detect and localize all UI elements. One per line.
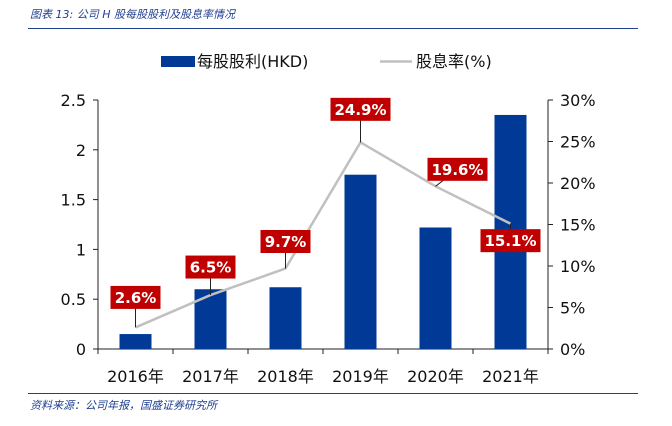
right-tick-label: 5% <box>560 299 585 318</box>
x-tick-label: 2021年 <box>482 367 539 386</box>
left-tick-label: 2 <box>76 141 86 160</box>
data-label-box <box>260 229 311 253</box>
legend-label-dividend: 每股股利(HKD) <box>197 52 308 71</box>
data-label-box <box>427 157 488 181</box>
right-tick-label: 20% <box>560 174 596 193</box>
bar-dividend <box>119 334 152 349</box>
data-label: 6.5% <box>190 259 232 277</box>
right-tick-label: 0% <box>560 340 585 359</box>
x-tick-label: 2016年 <box>107 367 164 386</box>
legend-label-yield: 股息率(%) <box>416 52 492 71</box>
left-tick-label: 0.5 <box>61 290 86 309</box>
data-label-box <box>480 229 541 253</box>
x-tick-label: 2019年 <box>332 367 389 386</box>
right-tick-label: 15% <box>560 216 596 235</box>
line-yield <box>135 140 512 329</box>
bar-dividend <box>344 174 377 349</box>
left-tick-label: 0 <box>76 340 86 359</box>
data-label-box <box>110 285 161 309</box>
figure-title: 图表 13: 公司 H 股每股股利及股息率情况 <box>30 8 235 21</box>
data-label: 24.9% <box>334 101 386 119</box>
bar-dividend <box>419 227 452 349</box>
data-label-box <box>185 255 236 279</box>
source-rule <box>28 393 638 394</box>
x-tick-label: 2017年 <box>182 367 239 386</box>
data-label: 15.1% <box>484 232 536 250</box>
data-label: 2.6% <box>115 289 157 307</box>
source-note: 资料来源：公司年报，国盛证券研究所 <box>30 399 217 412</box>
right-tick-label: 30% <box>560 91 596 110</box>
data-label-box <box>330 97 391 121</box>
bar-dividend <box>194 289 227 349</box>
left-tick-label: 1 <box>76 240 86 259</box>
left-tick-label: 1.5 <box>61 191 86 210</box>
title-rule <box>28 28 638 29</box>
bar-dividend <box>269 287 302 349</box>
right-tick-label: 25% <box>560 133 596 152</box>
x-tick-label: 2020年 <box>407 367 464 386</box>
legend-swatch-dividend <box>161 56 195 67</box>
data-label: 19.6% <box>431 161 483 179</box>
data-label: 9.7% <box>265 233 307 251</box>
x-tick-label: 2018年 <box>257 367 314 386</box>
left-tick-label: 2.5 <box>61 91 86 110</box>
right-tick-label: 10% <box>560 257 596 276</box>
